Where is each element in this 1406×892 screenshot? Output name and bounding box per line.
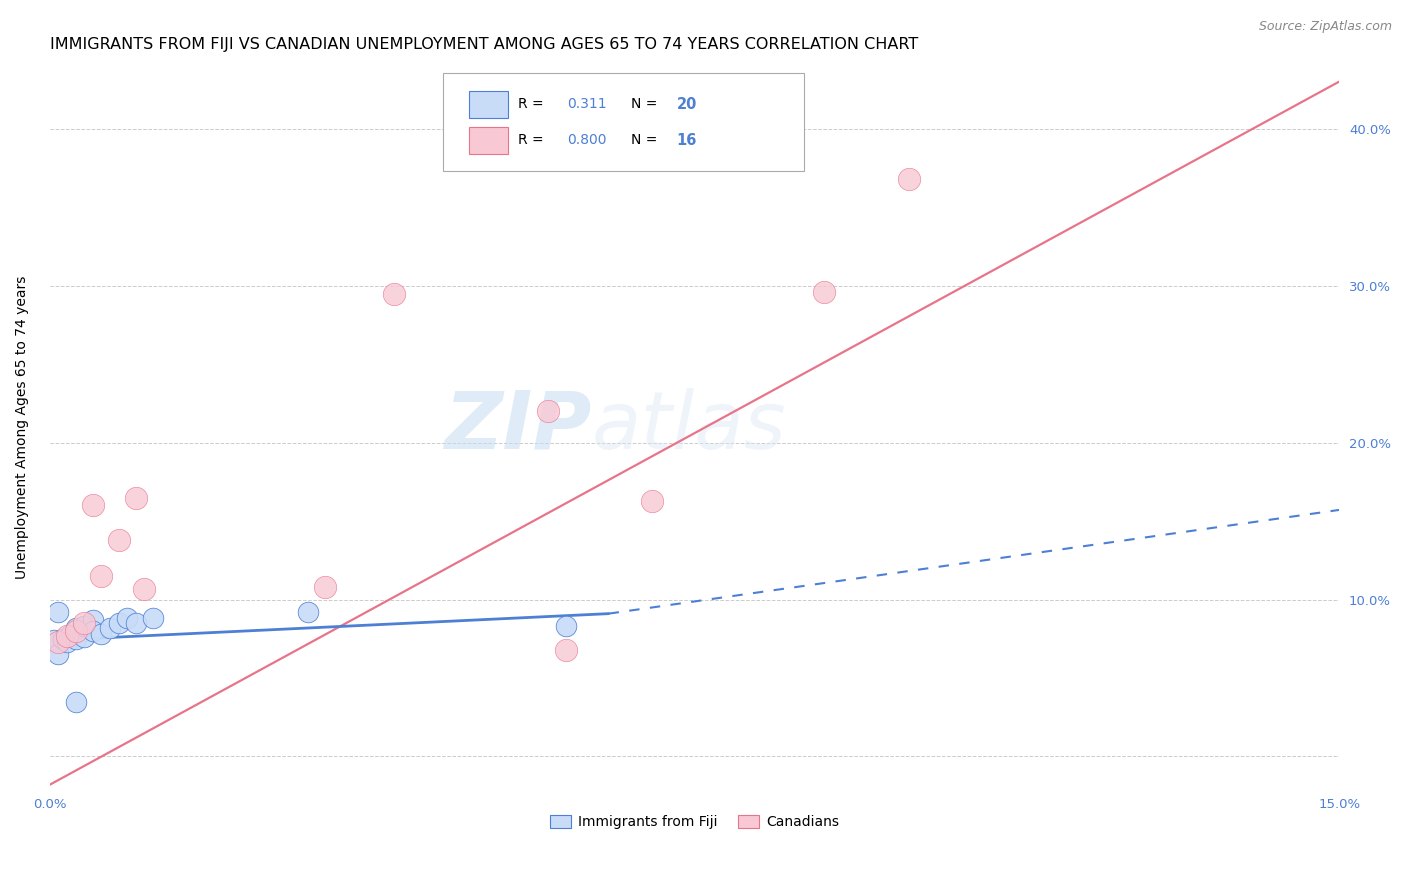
Point bbox=[640, 493, 662, 508]
Point bbox=[48, 605, 70, 619]
Point bbox=[73, 619, 96, 633]
Point bbox=[65, 694, 87, 708]
Point bbox=[56, 629, 79, 643]
Point bbox=[60, 627, 83, 641]
Point bbox=[82, 499, 104, 513]
Point bbox=[98, 621, 121, 635]
Point bbox=[65, 624, 87, 638]
Point bbox=[297, 605, 319, 619]
Point bbox=[115, 611, 138, 625]
Point bbox=[142, 611, 165, 625]
Point bbox=[107, 615, 129, 630]
Point bbox=[48, 635, 70, 649]
Point bbox=[73, 630, 96, 644]
Point bbox=[382, 286, 405, 301]
Text: R =: R = bbox=[517, 97, 548, 112]
Point bbox=[65, 632, 87, 646]
Text: R =: R = bbox=[517, 133, 548, 147]
Text: 0.311: 0.311 bbox=[567, 97, 606, 112]
Text: ZIP: ZIP bbox=[444, 388, 592, 466]
Point bbox=[107, 533, 129, 547]
Text: 16: 16 bbox=[676, 133, 697, 148]
Point bbox=[73, 615, 96, 630]
Point bbox=[90, 627, 112, 641]
Point bbox=[90, 569, 112, 583]
FancyBboxPatch shape bbox=[443, 73, 804, 170]
Point bbox=[314, 580, 336, 594]
Text: Source: ZipAtlas.com: Source: ZipAtlas.com bbox=[1258, 20, 1392, 33]
Text: IMMIGRANTS FROM FIJI VS CANADIAN UNEMPLOYMENT AMONG AGES 65 TO 74 YEARS CORRELAT: IMMIGRANTS FROM FIJI VS CANADIAN UNEMPLO… bbox=[49, 37, 918, 53]
Point bbox=[44, 633, 66, 648]
Point bbox=[554, 619, 576, 633]
Text: 20: 20 bbox=[676, 96, 697, 112]
Legend: Immigrants from Fiji, Canadians: Immigrants from Fiji, Canadians bbox=[544, 810, 845, 835]
Text: 0.800: 0.800 bbox=[567, 133, 606, 147]
Text: N =: N = bbox=[631, 133, 662, 147]
Point bbox=[82, 613, 104, 627]
Point bbox=[813, 285, 835, 299]
Text: atlas: atlas bbox=[592, 388, 786, 466]
Point bbox=[125, 615, 148, 630]
Y-axis label: Unemployment Among Ages 65 to 74 years: Unemployment Among Ages 65 to 74 years bbox=[15, 276, 30, 579]
Point bbox=[554, 642, 576, 657]
FancyBboxPatch shape bbox=[470, 127, 508, 154]
Point bbox=[52, 632, 75, 646]
Point bbox=[898, 172, 921, 186]
Point bbox=[82, 624, 104, 638]
Point bbox=[56, 635, 79, 649]
Point bbox=[65, 621, 87, 635]
Text: N =: N = bbox=[631, 97, 662, 112]
FancyBboxPatch shape bbox=[470, 90, 508, 118]
Point bbox=[125, 491, 148, 505]
Point bbox=[134, 582, 156, 596]
Point bbox=[48, 648, 70, 662]
Point bbox=[537, 404, 560, 418]
